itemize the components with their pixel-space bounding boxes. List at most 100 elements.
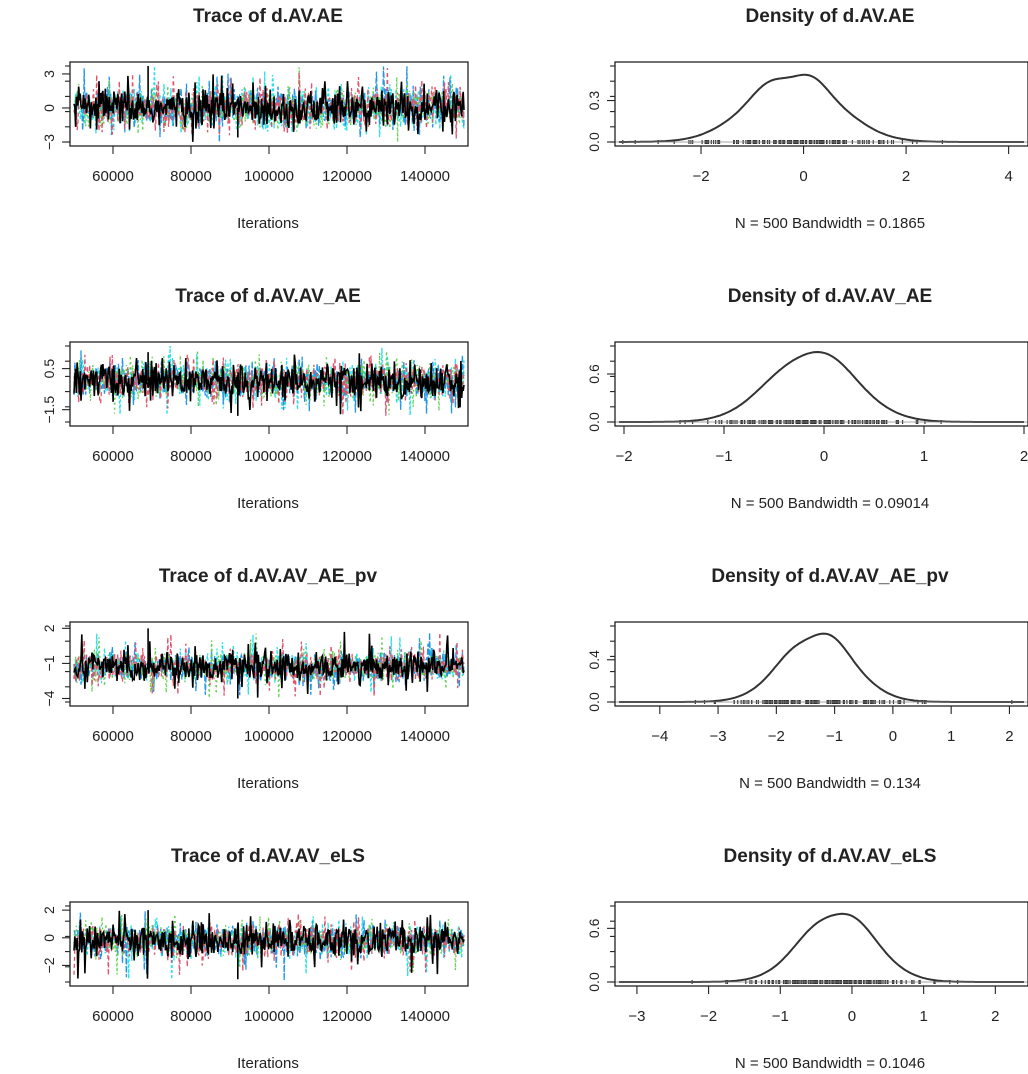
x-tick-label: 60000 — [92, 168, 134, 185]
y-axis: −4 −1 2 — [41, 624, 70, 706]
chart-title: Trace of d.AV.AV_AE — [175, 286, 361, 307]
plot-frame — [614, 621, 1028, 707]
y-axis: 0.0 0.3 — [586, 65, 615, 152]
y-axis: −1.5 0.5 — [41, 345, 70, 424]
y-tick-label: 2 — [41, 906, 57, 914]
x-tick-label: 2 — [1005, 728, 1013, 745]
y-tick-label: 0.4 — [586, 650, 602, 670]
x-tick-label: 120000 — [322, 448, 372, 465]
trace-lines — [73, 628, 465, 699]
x-tick-label: 140000 — [400, 728, 450, 745]
chart-title: Density of d.AV.AV_AE — [728, 286, 932, 307]
y-axis: −2 0 2 — [41, 905, 70, 983]
x-tick-label: 80000 — [170, 168, 212, 185]
panel-trace-4: Trace of d.AV.AV_eLS 60000 80000 100000 1200… — [41, 846, 469, 1072]
y-tick-label: 0.6 — [586, 364, 602, 384]
x-tick-label: 60000 — [92, 448, 134, 465]
y-tick-label: −4 — [41, 690, 57, 706]
plot-frame — [614, 901, 1028, 987]
x-tick-label: 140000 — [400, 1008, 450, 1025]
y-tick-label: 0.3 — [586, 91, 602, 111]
plot-frame — [614, 341, 1028, 427]
y-tick-label: −1 — [41, 655, 57, 671]
rug-marks — [615, 420, 1028, 424]
x-tick-label: 80000 — [170, 1008, 212, 1025]
rug-marks — [615, 140, 1028, 144]
y-tick-label: 0.0 — [586, 132, 602, 152]
chain-1-line — [73, 910, 465, 979]
x-tick-label: 120000 — [322, 1008, 372, 1025]
x-tick-label: 120000 — [322, 168, 372, 185]
x-tick-label: 0 — [820, 448, 828, 465]
y-axis: 0.0 0.4 — [586, 625, 615, 712]
chain-1-line — [73, 631, 465, 698]
x-axis: 60000 80000 100000 120000 140000 — [92, 706, 450, 745]
panel-trace-1: Trace of d.AV.AE 60000 80000 100000 120000 14… — [41, 6, 469, 232]
x-tick-label: 100000 — [244, 448, 294, 465]
y-tick-label: 0.5 — [41, 359, 57, 379]
y-tick-label: 0 — [41, 934, 57, 942]
density-curve — [619, 632, 1024, 703]
panel-density-3: Density of d.AV.AV_AE_pv−4 −3 −2 −1 0 1 20.00.… — [586, 566, 1028, 792]
panel-trace-3: Trace of d.AV.AV_AE_pv 60000 80000 100000 12… — [41, 566, 469, 792]
chain-3-line — [73, 633, 465, 699]
bandwidth-caption: N = 500 Bandwidth = 0.09014 — [731, 495, 930, 512]
y-tick-label: 0.0 — [586, 972, 602, 992]
rug-marks — [615, 980, 1028, 984]
chain-1-line — [73, 353, 465, 415]
density-area — [615, 350, 1028, 424]
x-tick-label: 0 — [889, 728, 897, 745]
x-axis-label: Iterations — [237, 495, 299, 512]
x-axis: 60000 80000 100000 120000 140000 — [92, 426, 450, 465]
y-axis: 0.0 0.6 — [586, 345, 615, 432]
y-axis: −3 0 3 — [41, 65, 70, 150]
x-tick-label: 100000 — [244, 1008, 294, 1025]
x-tick-label: −2 — [700, 1008, 717, 1025]
x-tick-label: 0 — [848, 1008, 856, 1025]
panel-trace-2: Trace of d.AV.AV_AE 60000 80000 100000 12000… — [41, 286, 469, 512]
y-tick-label: 3 — [41, 70, 57, 78]
x-tick-label: 80000 — [170, 728, 212, 745]
y-tick-label: −3 — [41, 134, 57, 150]
density-curve — [619, 350, 1024, 423]
x-axis-label: Iterations — [237, 215, 299, 232]
x-tick-label: 120000 — [322, 728, 372, 745]
bandwidth-caption: N = 500 Bandwidth = 0.1046 — [735, 1055, 925, 1072]
x-axis: −2 0 2 4 — [692, 146, 1013, 185]
x-axis-label: Iterations — [237, 775, 299, 792]
y-tick-label: −2 — [41, 957, 57, 973]
x-tick-label: −3 — [628, 1008, 645, 1025]
chart-title: Density of d.AV.AV_eLS — [724, 846, 937, 867]
plot-frame — [614, 61, 1028, 147]
x-tick-label: −2 — [615, 448, 632, 465]
trace-lines — [73, 345, 465, 416]
x-tick-label: 4 — [1004, 168, 1012, 185]
x-tick-label: −1 — [772, 1008, 789, 1025]
chart-title: Density of d.AV.AE — [746, 6, 915, 27]
x-axis: −2 −1 0 1 2 — [615, 426, 1028, 465]
x-axis: 60000 80000 100000 120000 140000 — [92, 986, 450, 1025]
x-tick-label: 100000 — [244, 728, 294, 745]
x-tick-label: 80000 — [170, 448, 212, 465]
x-tick-label: 100000 — [244, 168, 294, 185]
bandwidth-caption: N = 500 Bandwidth = 0.134 — [739, 775, 921, 792]
rug-marks — [615, 700, 1028, 704]
density-area — [615, 632, 1028, 704]
x-tick-label: 1 — [919, 1008, 927, 1025]
x-tick-label: −3 — [710, 728, 727, 745]
x-tick-label: 60000 — [92, 1008, 134, 1025]
x-tick-label: −2 — [692, 168, 709, 185]
y-tick-label: 0.0 — [586, 412, 602, 432]
chain-3-line — [73, 350, 465, 415]
x-tick-label: −4 — [651, 728, 668, 745]
x-tick-label: −1 — [826, 728, 843, 745]
y-tick-label: 0.0 — [586, 692, 602, 712]
chart-title: Trace of d.AV.AV_AE_pv — [159, 566, 378, 587]
y-tick-label: 0.6 — [586, 918, 602, 938]
y-tick-label: −1.5 — [41, 396, 57, 424]
density-curve — [619, 912, 1024, 983]
x-tick-label: 1 — [920, 448, 928, 465]
trace-lines — [73, 910, 465, 981]
panel-density-1: Density of d.AV.AE −2 0 2 4 0.0 0.3 N = 500 Ban… — [586, 6, 1028, 232]
